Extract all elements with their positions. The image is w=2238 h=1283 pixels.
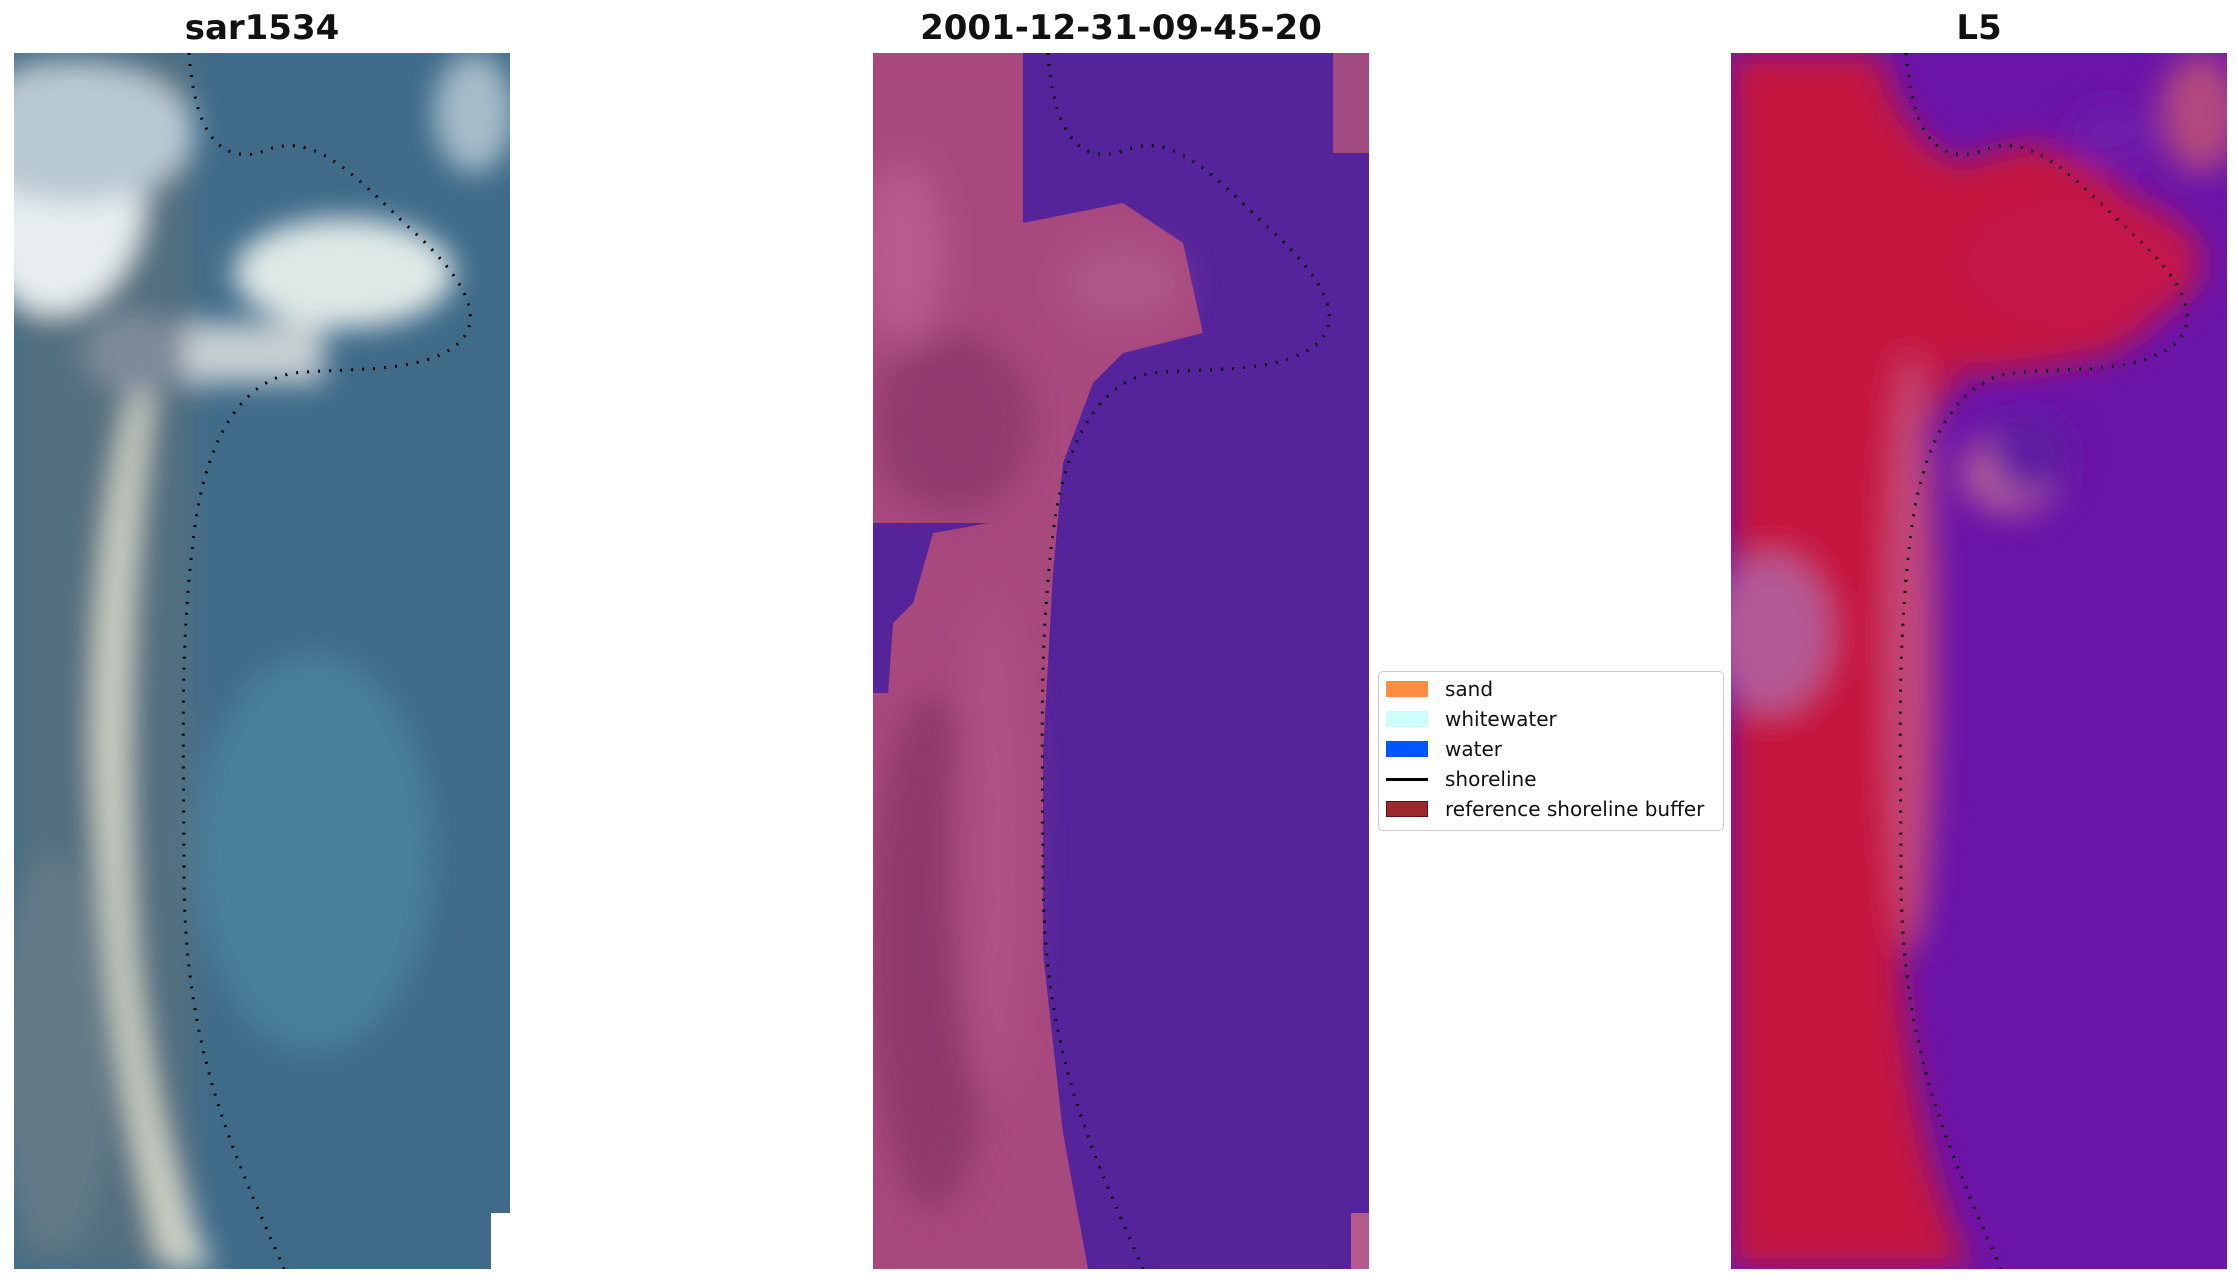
classification-panel [873, 53, 1369, 1269]
rgb-image-panel [14, 53, 510, 1269]
legend-label-shoreline: shoreline [1445, 767, 1537, 791]
shoreline-path-rgb [181, 53, 472, 1269]
legend-label-whitewater: whitewater [1445, 707, 1557, 731]
legend-item-sand: sand [1379, 674, 1723, 704]
panel-title-nir: L5 [1956, 8, 2002, 48]
legend-swatch-whitewater [1386, 711, 1428, 727]
nir-image-panel [1731, 53, 2227, 1269]
legend-swatch-reference-buffer [1386, 801, 1428, 817]
legend-label-sand: sand [1445, 677, 1494, 701]
legend-item-reference-buffer: reference shoreline buffer [1379, 794, 1723, 824]
legend-line-shoreline [1386, 778, 1428, 781]
shoreline-path-nir [1898, 53, 2189, 1269]
legend-label-water: water [1445, 737, 1502, 761]
shoreline-path-classification [1040, 53, 1331, 1269]
legend-label-reference-buffer: reference shoreline buffer [1445, 797, 1705, 821]
panel-title-rgb: sar1534 [184, 8, 340, 48]
classification-image [873, 53, 1369, 1269]
nir-image [1731, 53, 2227, 1269]
legend-item-shoreline: shoreline [1379, 764, 1723, 794]
legend-item-whitewater: whitewater [1379, 704, 1723, 734]
legend-item-water: water [1379, 734, 1723, 764]
panel-title-classification: 2001-12-31-09-45-20 [920, 8, 1322, 48]
legend-swatch-sand [1386, 681, 1428, 697]
legend: sand whitewater water shoreline referenc… [1378, 671, 1724, 831]
rgb-image [14, 53, 510, 1269]
legend-swatch-water [1386, 741, 1428, 757]
